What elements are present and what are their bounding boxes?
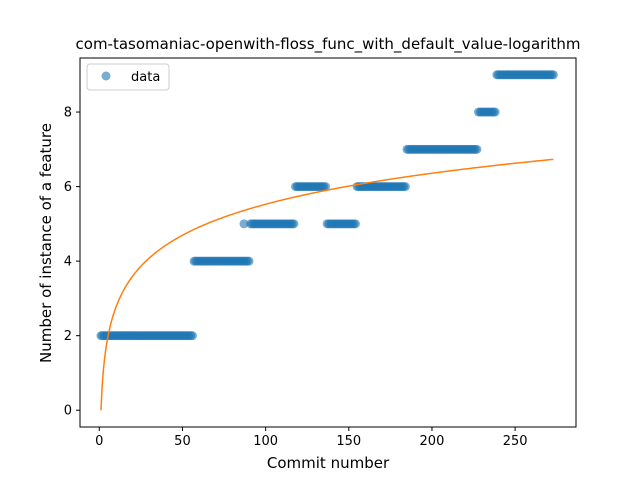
data-point xyxy=(244,256,254,266)
chart-title: com-tasomaniac-openwith-floss_func_with_… xyxy=(76,35,581,54)
y-tick-label: 0 xyxy=(64,404,72,419)
data-point xyxy=(350,219,360,229)
x-tick-label: 100 xyxy=(253,434,278,449)
x-tick-label: 50 xyxy=(174,434,191,449)
data-point xyxy=(400,182,410,192)
y-axis-label: Number of instance of a feature xyxy=(37,123,55,363)
data-point xyxy=(289,219,299,229)
y-tick-label: 8 xyxy=(64,106,72,121)
fit-line xyxy=(100,158,554,411)
scatter-series xyxy=(96,70,558,341)
data-point xyxy=(548,70,558,80)
data-point xyxy=(472,144,482,154)
legend-box xyxy=(86,63,170,91)
legend-marker xyxy=(101,71,111,81)
x-axis-label: Commit number xyxy=(267,454,390,472)
data-point xyxy=(187,331,197,341)
axes-frame xyxy=(79,57,577,428)
y-tick-label: 4 xyxy=(64,255,72,270)
x-tick-label: 150 xyxy=(336,434,361,449)
data-point xyxy=(321,182,331,192)
legend: data xyxy=(86,63,170,91)
data-point xyxy=(239,219,249,229)
legend-label-data: data xyxy=(131,70,160,85)
axes: 0 50 100 150 200 250 0 2 4 6 8 xyxy=(64,57,577,449)
y-tick-label: 6 xyxy=(64,180,72,195)
y-tick-label: 2 xyxy=(64,329,72,344)
x-tick-label: 200 xyxy=(420,434,445,449)
x-tick-label: 0 xyxy=(95,434,103,449)
data-point xyxy=(490,107,500,117)
x-tick-label: 250 xyxy=(503,434,528,449)
